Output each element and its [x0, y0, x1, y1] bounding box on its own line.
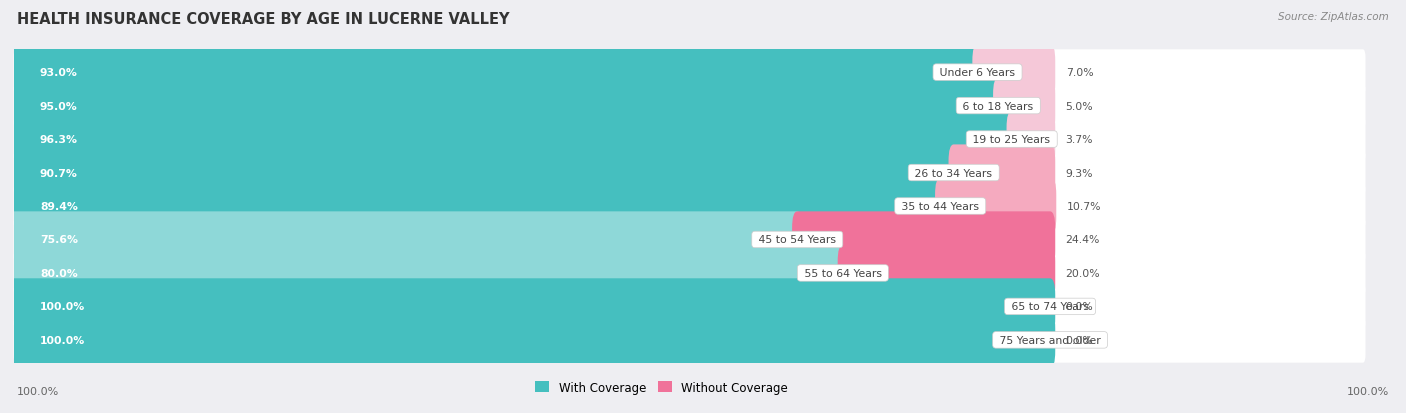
FancyBboxPatch shape	[1007, 112, 1056, 168]
Text: 75 Years and older: 75 Years and older	[995, 335, 1104, 345]
Text: 96.3%: 96.3%	[39, 135, 77, 145]
FancyBboxPatch shape	[8, 112, 1017, 168]
Text: 65 to 74 Years: 65 to 74 Years	[1008, 301, 1092, 312]
Text: 3.7%: 3.7%	[1066, 135, 1092, 145]
FancyBboxPatch shape	[8, 312, 1056, 368]
FancyBboxPatch shape	[14, 184, 1365, 229]
Text: 6 to 18 Years: 6 to 18 Years	[959, 101, 1038, 112]
Text: 80.0%: 80.0%	[39, 268, 77, 278]
Text: 10.7%: 10.7%	[1067, 202, 1101, 211]
Text: 24.4%: 24.4%	[1066, 235, 1099, 245]
FancyBboxPatch shape	[14, 150, 1365, 196]
Text: 89.4%: 89.4%	[39, 202, 77, 211]
Text: 5.0%: 5.0%	[1066, 101, 1094, 112]
FancyBboxPatch shape	[8, 78, 1004, 134]
FancyBboxPatch shape	[14, 251, 1365, 296]
FancyBboxPatch shape	[14, 284, 1365, 330]
Text: 100.0%: 100.0%	[17, 387, 59, 396]
Text: 75.6%: 75.6%	[39, 235, 77, 245]
FancyBboxPatch shape	[8, 245, 848, 301]
FancyBboxPatch shape	[935, 178, 1056, 235]
Text: 9.3%: 9.3%	[1066, 168, 1092, 178]
Text: 95.0%: 95.0%	[39, 101, 77, 112]
Text: 35 to 44 Years: 35 to 44 Years	[898, 202, 983, 211]
FancyBboxPatch shape	[8, 279, 1056, 335]
Text: 100.0%: 100.0%	[39, 301, 86, 312]
FancyBboxPatch shape	[993, 78, 1056, 134]
FancyBboxPatch shape	[14, 117, 1365, 162]
FancyBboxPatch shape	[949, 145, 1056, 201]
FancyBboxPatch shape	[8, 145, 959, 201]
Text: 19 to 25 Years: 19 to 25 Years	[970, 135, 1054, 145]
FancyBboxPatch shape	[973, 45, 1056, 101]
FancyBboxPatch shape	[8, 45, 983, 101]
Text: 7.0%: 7.0%	[1066, 68, 1094, 78]
Legend: With Coverage, Without Coverage: With Coverage, Without Coverage	[530, 376, 793, 399]
Text: 0.0%: 0.0%	[1066, 335, 1094, 345]
Text: 45 to 54 Years: 45 to 54 Years	[755, 235, 839, 245]
FancyBboxPatch shape	[14, 83, 1365, 129]
Text: HEALTH INSURANCE COVERAGE BY AGE IN LUCERNE VALLEY: HEALTH INSURANCE COVERAGE BY AGE IN LUCE…	[17, 12, 509, 27]
FancyBboxPatch shape	[14, 50, 1365, 96]
Text: 90.7%: 90.7%	[39, 168, 77, 178]
Text: 0.0%: 0.0%	[1066, 301, 1094, 312]
FancyBboxPatch shape	[792, 212, 1056, 268]
Text: 100.0%: 100.0%	[39, 335, 86, 345]
Text: Under 6 Years: Under 6 Years	[936, 68, 1019, 78]
FancyBboxPatch shape	[14, 217, 1365, 263]
Text: 100.0%: 100.0%	[1347, 387, 1389, 396]
FancyBboxPatch shape	[14, 317, 1365, 363]
Text: 26 to 34 Years: 26 to 34 Years	[911, 168, 995, 178]
Text: 93.0%: 93.0%	[39, 68, 77, 78]
FancyBboxPatch shape	[8, 178, 945, 235]
Text: 20.0%: 20.0%	[1066, 268, 1101, 278]
FancyBboxPatch shape	[838, 245, 1056, 301]
Text: Source: ZipAtlas.com: Source: ZipAtlas.com	[1278, 12, 1389, 22]
FancyBboxPatch shape	[8, 212, 803, 268]
Text: 55 to 64 Years: 55 to 64 Years	[800, 268, 886, 278]
